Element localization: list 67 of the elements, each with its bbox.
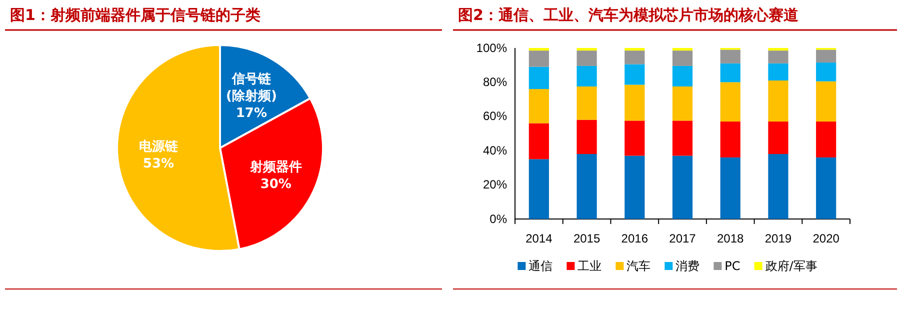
- y-tick-label: 100%: [476, 40, 508, 55]
- bar: [624, 120, 645, 156]
- legend-label: 通信: [528, 259, 553, 273]
- bar: [576, 48, 597, 51]
- bar: [624, 50, 645, 64]
- bar: [720, 63, 740, 82]
- data-label: 53%: [142, 156, 174, 172]
- bar: [768, 80, 788, 122]
- bar: [672, 50, 693, 66]
- x-tick-label: 2014: [526, 232, 553, 246]
- bar: [624, 84, 645, 121]
- bar: [528, 89, 549, 124]
- chart-title: 图1：射频前端器件属于信号链的子类: [10, 6, 260, 24]
- x-tick-label: 2016: [621, 232, 648, 246]
- y-tick-label: 20%: [482, 178, 508, 192]
- legend-label: 汽车: [626, 259, 651, 273]
- bar: [768, 63, 788, 80]
- bar: [720, 82, 740, 122]
- bar: [576, 50, 597, 66]
- bar: [816, 157, 836, 219]
- bar: [720, 157, 740, 219]
- bar: [816, 122, 836, 158]
- bar: [528, 159, 549, 219]
- bar: [768, 50, 788, 64]
- bar: [720, 122, 740, 158]
- data-label: 30%: [260, 176, 292, 192]
- bar: [768, 48, 788, 51]
- bar: [528, 66, 549, 90]
- data-label: 17%: [236, 106, 268, 121]
- x-tick-label: 2019: [764, 232, 792, 246]
- bar: [672, 66, 693, 86]
- legend-label: 消费: [676, 259, 700, 273]
- legend-label: PC: [724, 259, 740, 273]
- x-tick-label: 2015: [573, 232, 600, 246]
- bar: [624, 48, 645, 51]
- bar: [768, 122, 788, 154]
- bar: [576, 120, 597, 154]
- bar: [672, 48, 693, 51]
- bar: [816, 50, 836, 63]
- bar: [816, 81, 836, 122]
- legend-label: 政府/军事: [765, 259, 818, 273]
- x-tick-label: 2020: [812, 232, 840, 246]
- bar: [528, 48, 549, 51]
- bar: [720, 50, 740, 64]
- x-tick-label: 2017: [669, 232, 696, 246]
- bar: [576, 86, 597, 120]
- bar: [576, 154, 597, 219]
- y-tick-label: 40%: [482, 143, 508, 158]
- y-tick-label: 80%: [482, 75, 508, 90]
- slice-label: 电源链: [138, 139, 179, 154]
- bar: [528, 123, 549, 160]
- x-tick-label: 2018: [717, 232, 744, 246]
- y-tick-label: 60%: [482, 109, 508, 124]
- bar: [672, 156, 693, 219]
- slice-label: 信号链 (除射频): [226, 72, 277, 104]
- bar: [624, 64, 645, 85]
- bar: [528, 50, 549, 67]
- legend-label: 工业: [578, 259, 602, 273]
- slice-label: 射频器件: [248, 160, 302, 175]
- bar: [672, 120, 693, 156]
- bar: [624, 156, 645, 219]
- bar: [576, 66, 597, 86]
- bar: [672, 86, 693, 121]
- chart-title: 图2：通信、工业、汽车为模拟芯片市场的核心赛道: [458, 6, 800, 24]
- bar: [816, 62, 836, 82]
- y-tick-label: 0%: [490, 212, 508, 226]
- bar: [768, 154, 788, 219]
